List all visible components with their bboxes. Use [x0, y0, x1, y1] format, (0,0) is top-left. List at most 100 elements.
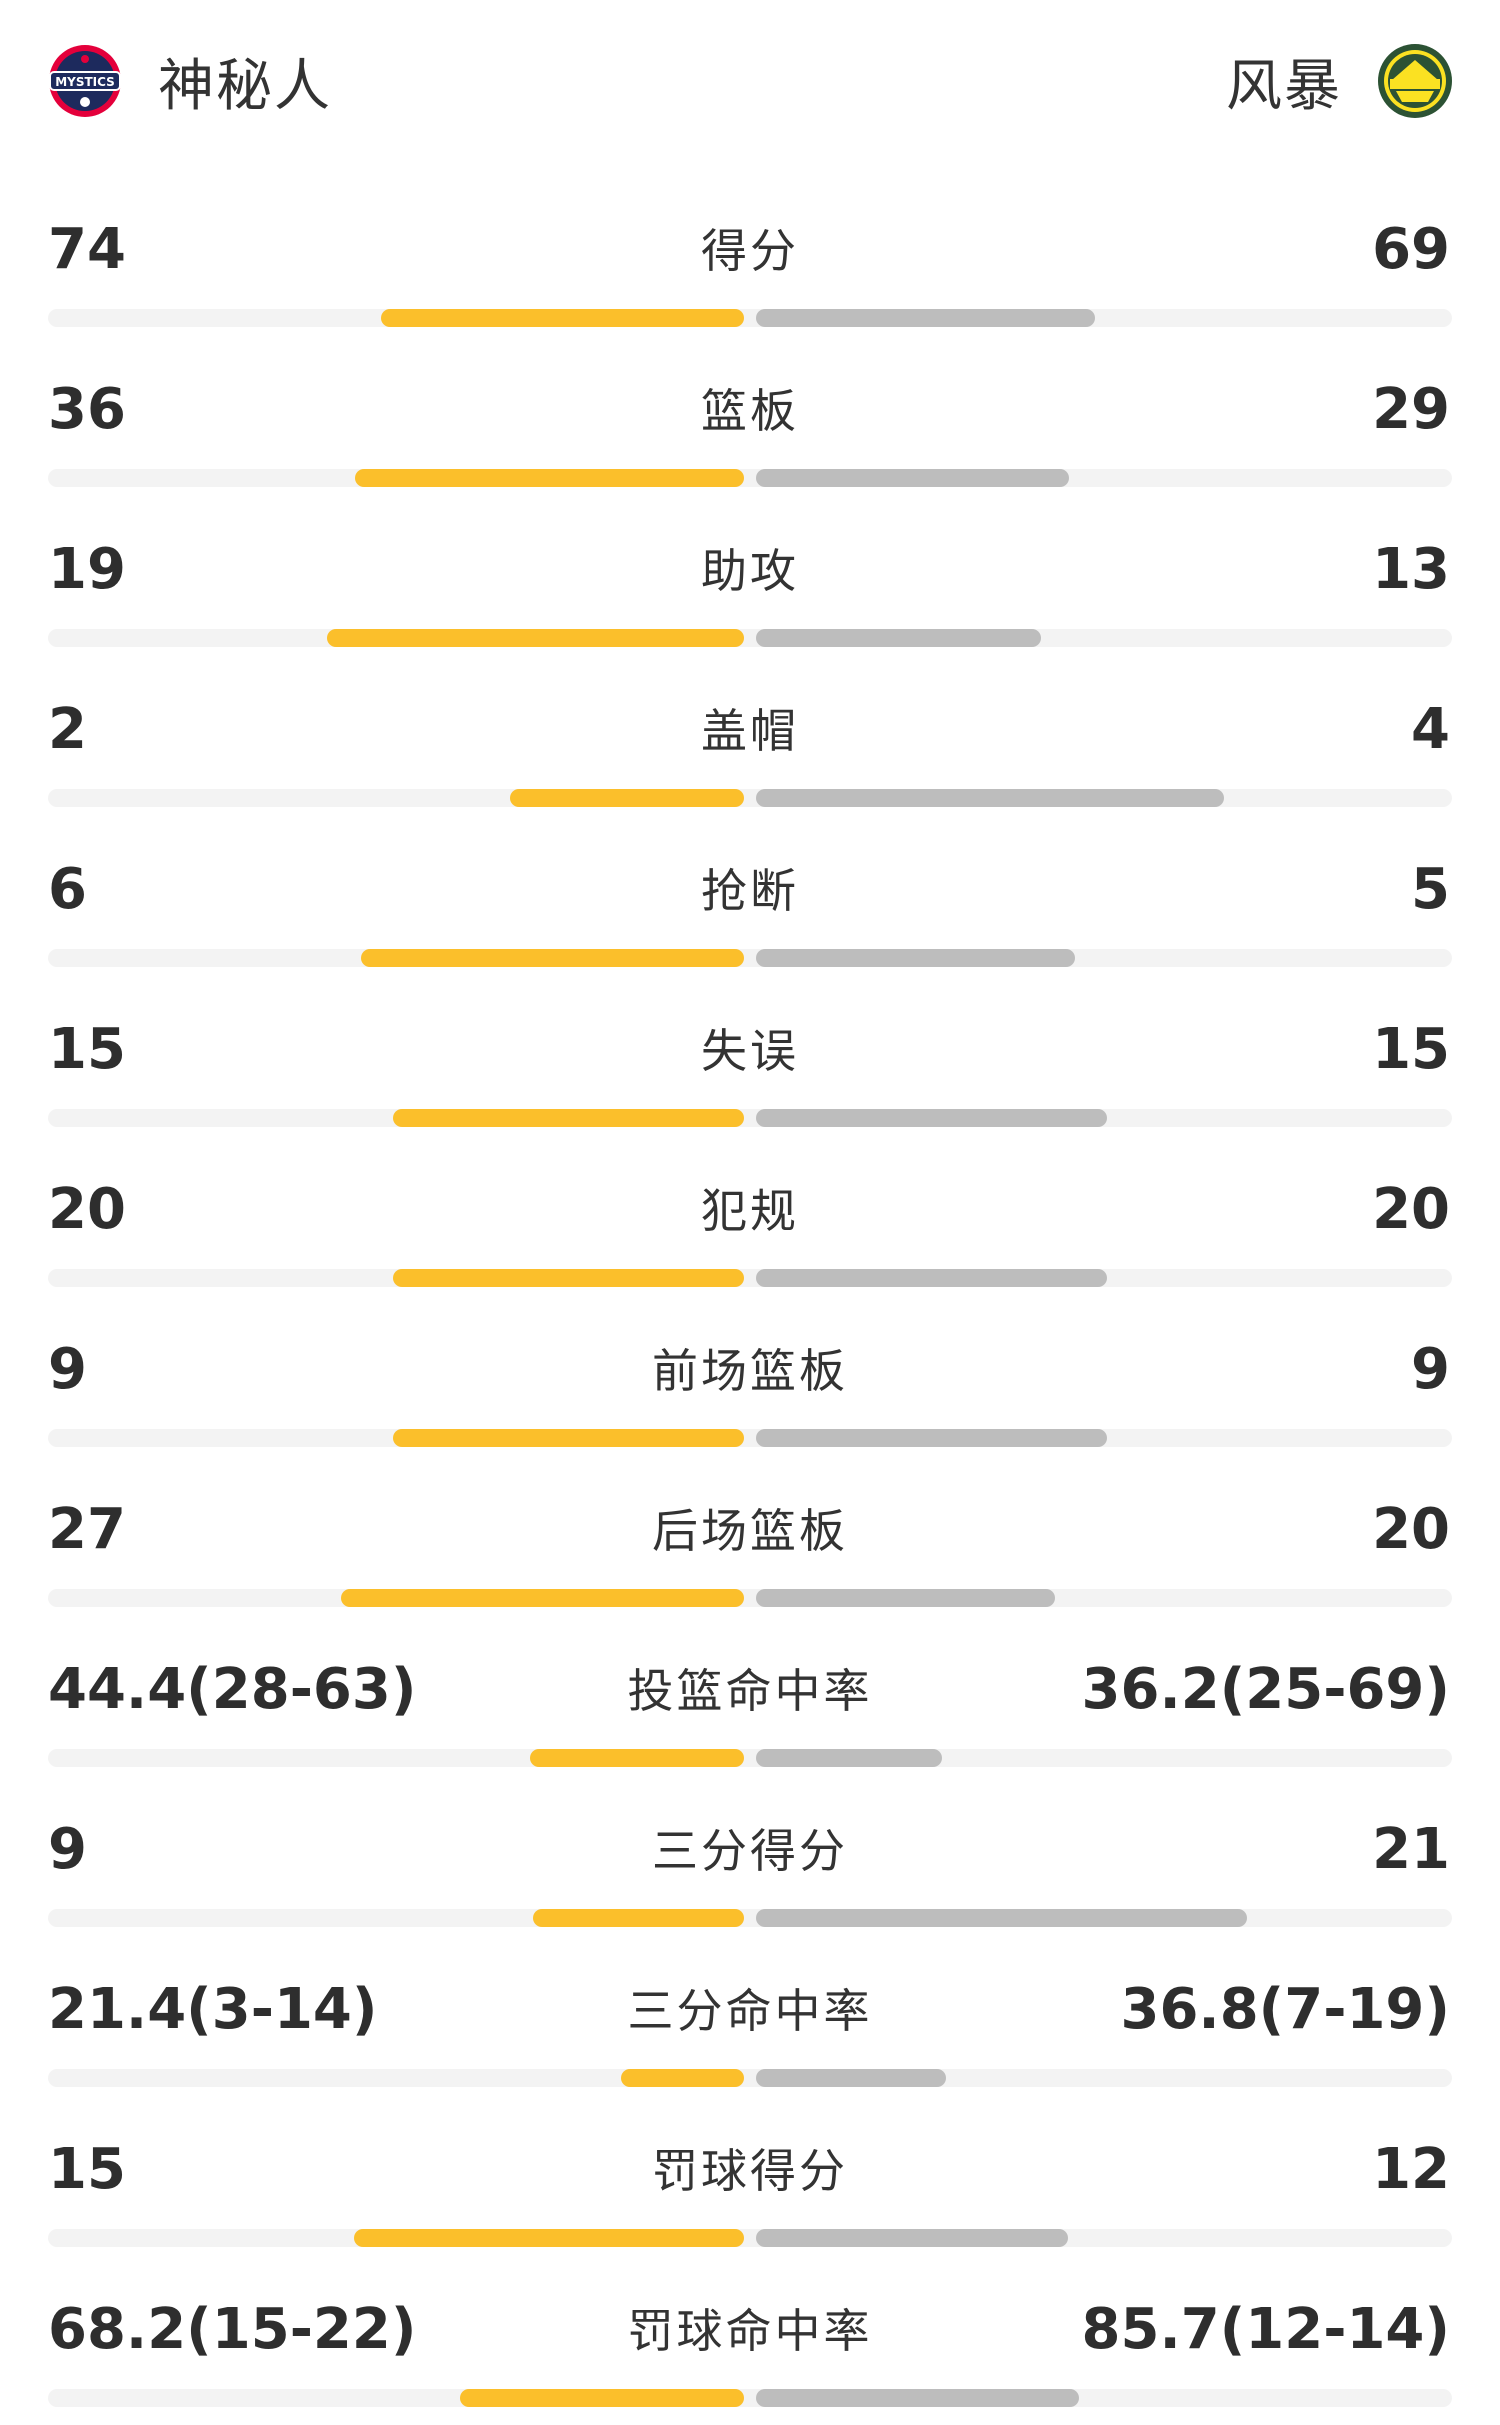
stat-label: 三分命中率 — [627, 1984, 873, 2038]
away-stat-bar — [756, 1909, 1247, 1927]
stat-label: 三分得分 — [652, 1824, 848, 1878]
home-team-name: 神秘人 — [158, 53, 332, 119]
home-stat-value: 21.4(3-14) — [48, 1977, 378, 2042]
away-stat-value: 69 — [1372, 217, 1450, 282]
stat-row: 36 篮板 29 — [0, 345, 1500, 505]
away-stat-value: 20 — [1372, 1177, 1450, 1242]
team-header: MYSTICS 神秘人 风暴 — [0, 0, 1500, 160]
home-stat-bar — [327, 629, 744, 647]
stat-row: 20 犯规 20 — [0, 1145, 1500, 1305]
home-stat-bar — [460, 2389, 744, 2407]
away-stat-bar — [756, 1429, 1107, 1447]
stat-row: 2 盖帽 4 — [0, 665, 1500, 825]
stat-bar-track — [48, 1589, 1452, 1607]
stat-bar-track — [48, 1269, 1452, 1287]
home-stat-bar — [354, 2229, 744, 2247]
away-stat-value: 21 — [1372, 1817, 1450, 1882]
stat-label: 罚球得分 — [652, 2144, 848, 2198]
away-stat-value: 12 — [1372, 2137, 1450, 2202]
stat-row: 19 助攻 13 — [0, 505, 1500, 665]
away-stat-value: 4 — [1411, 697, 1450, 762]
away-team-name: 风暴 — [1226, 53, 1342, 119]
away-stat-bar — [756, 2229, 1068, 2247]
home-stat-value: 9 — [48, 1817, 87, 1882]
away-stat-bar — [756, 1109, 1107, 1127]
stat-row: 15 失误 15 — [0, 985, 1500, 1145]
stat-row: 27 后场篮板 20 — [0, 1465, 1500, 1625]
away-stat-value: 36.2(25-69) — [1081, 1657, 1450, 1722]
away-stat-value: 20 — [1372, 1497, 1450, 1562]
home-stat-value: 9 — [48, 1337, 87, 1402]
away-stat-value: 5 — [1411, 857, 1450, 922]
stat-row: 44.4(28-63) 投篮命中率 36.2(25-69) — [0, 1625, 1500, 1785]
home-stat-value: 2 — [48, 697, 87, 762]
home-stat-value: 68.2(15-22) — [48, 2297, 417, 2362]
away-stat-bar — [756, 2069, 946, 2087]
away-stat-bar — [756, 309, 1095, 327]
stat-bar-track — [48, 469, 1452, 487]
home-stat-value: 20 — [48, 1177, 126, 1242]
stat-bar-track — [48, 1749, 1452, 1767]
away-stat-bar — [756, 469, 1069, 487]
stat-bar-track — [48, 789, 1452, 807]
stat-label: 投篮命中率 — [627, 1664, 873, 1718]
home-stat-value: 15 — [48, 1017, 126, 1082]
stat-bar-track — [48, 2389, 1452, 2407]
stat-bar-track — [48, 2069, 1452, 2087]
home-stat-value: 19 — [48, 537, 126, 602]
away-team[interactable]: 风暴 — [1226, 28, 1454, 134]
away-stat-value: 15 — [1372, 1017, 1450, 1082]
away-stat-value: 29 — [1372, 377, 1450, 442]
stat-row: 21.4(3-14) 三分命中率 36.8(7-19) — [0, 1945, 1500, 2105]
stat-bar-track — [48, 1109, 1452, 1127]
stat-label: 抢断 — [701, 864, 799, 918]
stat-row: 74 得分 69 — [0, 185, 1500, 345]
home-stat-bar — [393, 1109, 744, 1127]
home-stat-value: 74 — [48, 217, 126, 282]
stat-row: 15 罚球得分 12 — [0, 2105, 1500, 2265]
stat-bar-track — [48, 309, 1452, 327]
svg-text:MYSTICS: MYSTICS — [55, 75, 115, 89]
home-stat-value: 36 — [48, 377, 126, 442]
away-stat-bar — [756, 2389, 1079, 2407]
stat-label: 后场篮板 — [652, 1504, 848, 1558]
home-stat-bar — [393, 1429, 744, 1447]
home-stat-bar — [381, 309, 744, 327]
stat-label: 篮板 — [701, 384, 799, 438]
away-stat-value: 13 — [1372, 537, 1450, 602]
stat-label: 罚球命中率 — [627, 2304, 873, 2358]
home-stat-bar — [341, 1589, 744, 1607]
away-stat-bar — [756, 949, 1075, 967]
away-stat-bar — [756, 1589, 1055, 1607]
home-stat-bar — [530, 1749, 744, 1767]
stat-row: 6 抢断 5 — [0, 825, 1500, 985]
home-stat-bar — [393, 1269, 744, 1287]
stat-label: 助攻 — [701, 544, 799, 598]
stat-label: 犯规 — [701, 1184, 799, 1238]
away-stat-value: 36.8(7-19) — [1120, 1977, 1451, 2042]
stat-bar-track — [48, 629, 1452, 647]
stat-label: 失误 — [701, 1024, 799, 1078]
stat-row: 9 三分得分 21 — [0, 1785, 1500, 1945]
away-stat-bar — [756, 1269, 1107, 1287]
stat-row: 9 前场篮板 9 — [0, 1305, 1500, 1465]
away-stat-bar — [756, 629, 1041, 647]
home-stat-bar — [621, 2069, 744, 2087]
home-stat-bar — [533, 1909, 744, 1927]
stat-bar-track — [48, 2229, 1452, 2247]
stat-label: 得分 — [701, 224, 799, 278]
home-stat-value: 15 — [48, 2137, 126, 2202]
stat-row: 68.2(15-22) 罚球命中率 85.7(12-14) — [0, 2265, 1500, 2425]
stat-bar-track — [48, 949, 1452, 967]
home-stat-value: 6 — [48, 857, 87, 922]
home-stat-bar — [355, 469, 744, 487]
home-team[interactable]: MYSTICS 神秘人 — [46, 28, 332, 134]
mystics-logo-icon: MYSTICS — [46, 42, 124, 120]
stat-bar-track — [48, 1429, 1452, 1447]
home-stat-value: 44.4(28-63) — [48, 1657, 417, 1722]
stat-label: 盖帽 — [701, 704, 799, 758]
away-stat-value: 9 — [1411, 1337, 1450, 1402]
storm-logo-icon — [1376, 42, 1454, 120]
home-stat-value: 27 — [48, 1497, 126, 1562]
stat-label: 前场篮板 — [652, 1344, 848, 1398]
